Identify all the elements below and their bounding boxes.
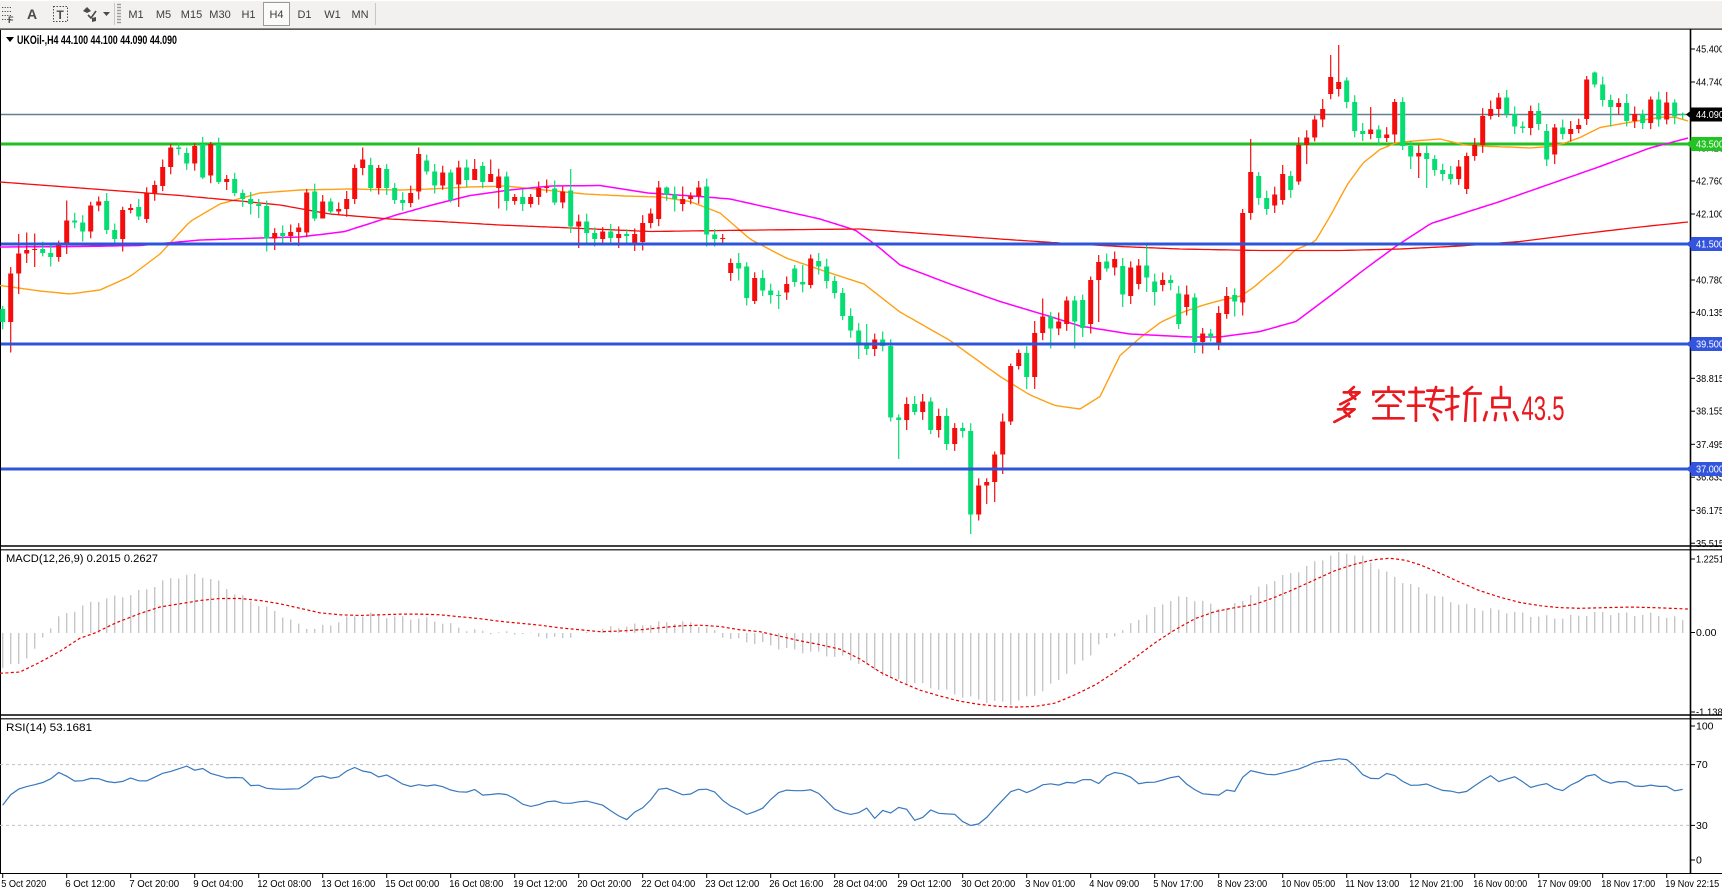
svg-text:M15: M15: [181, 9, 202, 21]
svg-text:T: T: [57, 8, 65, 22]
svg-text:23 Oct 12:00: 23 Oct 12:00: [705, 878, 759, 890]
svg-text:35.515: 35.515: [1696, 538, 1722, 550]
svg-text:38.815: 38.815: [1696, 373, 1722, 385]
svg-text:A: A: [27, 6, 37, 22]
svg-text:MN: MN: [351, 9, 368, 21]
svg-text:13 Oct 16:00: 13 Oct 16:00: [321, 878, 375, 890]
svg-text:43.500: 43.500: [1696, 139, 1722, 151]
svg-text:6 Oct 12:00: 6 Oct 12:00: [65, 878, 115, 890]
svg-text:40.135: 40.135: [1696, 307, 1722, 319]
svg-text:44.740: 44.740: [1696, 77, 1722, 89]
svg-text:UKOil-,H4 44.100 44.100 44.09: UKOil-,H4 44.100 44.100 44.090 44.090: [17, 33, 177, 47]
svg-text:28 Oct 04:00: 28 Oct 04:00: [833, 878, 887, 890]
svg-text:18 Nov 17:00: 18 Nov 17:00: [1601, 878, 1655, 890]
svg-text:15 Oct 00:00: 15 Oct 00:00: [385, 878, 439, 890]
svg-text:-1.1383: -1.1383: [1696, 707, 1722, 719]
svg-text:26 Oct 16:00: 26 Oct 16:00: [769, 878, 823, 890]
svg-text:40.780: 40.780: [1696, 275, 1722, 287]
svg-text:RSI(14) 53.1681: RSI(14) 53.1681: [6, 722, 92, 734]
svg-text:M30: M30: [209, 9, 230, 21]
svg-text:42.760: 42.760: [1696, 176, 1722, 188]
svg-text:70: 70: [1696, 759, 1708, 771]
svg-text:22 Oct 04:00: 22 Oct 04:00: [641, 878, 695, 890]
svg-text:M1: M1: [128, 9, 143, 21]
svg-text:4 Nov 09:00: 4 Nov 09:00: [1089, 878, 1139, 890]
svg-text:36.175: 36.175: [1696, 505, 1722, 517]
svg-text:37.000: 37.000: [1696, 464, 1722, 476]
svg-text:43.5: 43.5: [1522, 390, 1565, 428]
svg-text:17 Nov 09:00: 17 Nov 09:00: [1537, 878, 1591, 890]
svg-text:H1: H1: [241, 9, 255, 21]
svg-text:3 Nov 01:00: 3 Nov 01:00: [1025, 878, 1075, 890]
svg-text:MACD(12,26,9) 0.2015 0.2627: MACD(12,26,9) 0.2015 0.2627: [6, 553, 158, 565]
svg-text:16 Nov 00:00: 16 Nov 00:00: [1473, 878, 1527, 890]
svg-text:9 Oct 04:00: 9 Oct 04:00: [193, 878, 243, 890]
svg-text:8 Nov 23:00: 8 Nov 23:00: [1217, 878, 1267, 890]
svg-text:19 Nov 22:15: 19 Nov 22:15: [1665, 878, 1719, 890]
svg-text:20 Oct 20:00: 20 Oct 20:00: [577, 878, 631, 890]
svg-text:1.2251: 1.2251: [1696, 554, 1722, 566]
svg-text:F: F: [8, 15, 14, 25]
svg-text:D1: D1: [297, 9, 311, 21]
svg-text:0: 0: [1696, 855, 1702, 867]
svg-text:42.100: 42.100: [1696, 209, 1722, 221]
svg-text:37.495: 37.495: [1696, 439, 1722, 451]
svg-text:W1: W1: [324, 9, 341, 21]
svg-text:12 Oct 08:00: 12 Oct 08:00: [257, 878, 311, 890]
svg-text:5 Nov 17:00: 5 Nov 17:00: [1153, 878, 1203, 890]
svg-text:12 Nov 21:00: 12 Nov 21:00: [1409, 878, 1463, 890]
svg-text:30 Oct 20:00: 30 Oct 20:00: [961, 878, 1015, 890]
svg-text:5 Oct 2020: 5 Oct 2020: [1, 878, 46, 890]
svg-text:38.155: 38.155: [1696, 406, 1722, 418]
svg-text:M5: M5: [156, 9, 171, 21]
svg-text:30: 30: [1696, 820, 1708, 832]
svg-text:19 Oct 12:00: 19 Oct 12:00: [513, 878, 567, 890]
svg-text:41.500: 41.500: [1696, 239, 1722, 251]
svg-text:11 Nov 13:00: 11 Nov 13:00: [1345, 878, 1399, 890]
svg-text:29 Oct 12:00: 29 Oct 12:00: [897, 878, 951, 890]
svg-text:45.400: 45.400: [1696, 44, 1722, 56]
svg-text:10 Nov 05:00: 10 Nov 05:00: [1281, 878, 1335, 890]
svg-text:0.00: 0.00: [1696, 627, 1717, 639]
svg-text:100: 100: [1696, 721, 1714, 733]
svg-text:7 Oct 20:00: 7 Oct 20:00: [129, 878, 179, 890]
svg-text:39.500: 39.500: [1696, 339, 1722, 351]
svg-text:44.090: 44.090: [1696, 109, 1722, 121]
svg-text:16 Oct 08:00: 16 Oct 08:00: [449, 878, 503, 890]
svg-text:H4: H4: [269, 9, 283, 21]
